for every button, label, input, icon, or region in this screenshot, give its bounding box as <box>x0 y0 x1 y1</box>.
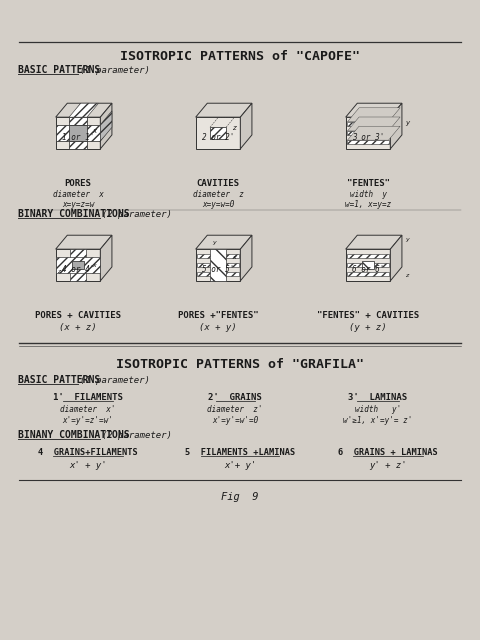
Polygon shape <box>240 236 252 281</box>
Text: z: z <box>58 269 60 274</box>
Text: diameter  x: diameter x <box>53 189 103 198</box>
Text: 5 or 5': 5 or 5' <box>202 264 234 273</box>
Text: z: z <box>232 125 236 131</box>
Polygon shape <box>56 103 112 117</box>
Text: ISOTROPIC PATTERNS of "GRAFILA": ISOTROPIC PATTERNS of "GRAFILA" <box>116 358 364 371</box>
Text: ISOTROPIC PATTERNS of "CAPOFE": ISOTROPIC PATTERNS of "CAPOFE" <box>120 49 360 63</box>
Polygon shape <box>69 117 87 149</box>
Text: (y + z): (y + z) <box>349 323 387 332</box>
Text: 6  GRAINS + LAMINAS: 6 GRAINS + LAMINAS <box>338 447 438 456</box>
Polygon shape <box>69 125 87 141</box>
Text: w'≥1, x'=y'= z': w'≥1, x'=y'= z' <box>343 415 413 424</box>
Bar <box>197 272 239 276</box>
Text: PORES: PORES <box>65 179 91 188</box>
Polygon shape <box>346 117 390 149</box>
Text: y: y <box>405 120 409 126</box>
Text: BINANY COMBINATIONS: BINANY COMBINATIONS <box>18 430 130 440</box>
Text: PORES + CAVITIES: PORES + CAVITIES <box>35 310 121 319</box>
Text: CAVITIES: CAVITIES <box>196 179 240 188</box>
Polygon shape <box>346 236 402 249</box>
Bar <box>197 263 239 267</box>
Polygon shape <box>56 125 100 141</box>
Polygon shape <box>70 249 86 281</box>
Bar <box>348 263 388 267</box>
Bar <box>348 131 388 135</box>
Polygon shape <box>348 108 400 122</box>
Bar <box>210 127 226 139</box>
Text: (1 parameter): (1 parameter) <box>80 65 150 74</box>
Text: width   y': width y' <box>355 404 401 413</box>
Text: x=y=w=0: x=y=w=0 <box>202 200 234 209</box>
Text: 2 or 2': 2 or 2' <box>202 132 234 141</box>
Text: x'=y'=w'=0: x'=y'=w'=0 <box>212 415 258 424</box>
Text: "FENTES" + CAVITIES: "FENTES" + CAVITIES <box>317 310 419 319</box>
Polygon shape <box>100 111 112 141</box>
Text: 5  FILAMENTS +LAMINAS: 5 FILAMENTS +LAMINAS <box>185 447 295 456</box>
Text: "FENTES": "FENTES" <box>347 179 389 188</box>
Polygon shape <box>390 103 402 149</box>
Polygon shape <box>240 103 252 149</box>
Bar <box>348 140 388 144</box>
Polygon shape <box>196 249 240 281</box>
Polygon shape <box>196 236 252 249</box>
Bar <box>72 260 84 269</box>
Text: 3 or 3': 3 or 3' <box>352 132 384 141</box>
Polygon shape <box>56 236 112 249</box>
Text: (x + y): (x + y) <box>199 323 237 332</box>
Bar <box>348 272 388 276</box>
Polygon shape <box>390 236 402 281</box>
Text: width  y: width y <box>349 189 386 198</box>
Text: (1 parameter): (1 parameter) <box>80 376 150 385</box>
Polygon shape <box>210 249 226 281</box>
Text: x: x <box>232 255 236 260</box>
Text: y' + z': y' + z' <box>369 461 407 470</box>
Text: x'+ y': x'+ y' <box>224 461 256 470</box>
Text: x' + y': x' + y' <box>69 461 107 470</box>
Polygon shape <box>56 249 100 281</box>
Polygon shape <box>69 103 98 117</box>
Text: x=y=z=w: x=y=z=w <box>62 200 94 209</box>
Text: 1'  FILAMENTS: 1' FILAMENTS <box>53 392 123 401</box>
Text: PORES +"FENTES": PORES +"FENTES" <box>178 310 258 319</box>
Bar <box>348 253 388 258</box>
Text: x'=y'=z'=w': x'=y'=z'=w' <box>62 415 113 424</box>
Bar <box>362 260 374 269</box>
Text: x: x <box>92 128 96 134</box>
Text: 1 or 1': 1 or 1' <box>62 132 94 141</box>
Polygon shape <box>348 126 400 140</box>
Text: 4  GRAINS+FILAMENTS: 4 GRAINS+FILAMENTS <box>38 447 138 456</box>
Polygon shape <box>100 236 112 281</box>
Text: x: x <box>92 262 96 268</box>
Text: 3'  LAMINAS: 3' LAMINAS <box>348 392 408 401</box>
Text: (2 parameter): (2 parameter) <box>102 431 171 440</box>
Text: BASIC PATTERNS: BASIC PATTERNS <box>18 375 100 385</box>
Text: z: z <box>405 273 408 278</box>
Text: diameter  z: diameter z <box>192 189 243 198</box>
Text: 4 or 4': 4 or 4' <box>62 264 94 273</box>
Bar <box>197 253 239 258</box>
Polygon shape <box>100 103 112 149</box>
Text: 2'  GRAINS: 2' GRAINS <box>208 392 262 401</box>
Polygon shape <box>196 103 252 117</box>
Text: y: y <box>405 237 408 243</box>
Polygon shape <box>196 117 240 149</box>
Text: diameter  x': diameter x' <box>60 404 116 413</box>
Text: Fig  9: Fig 9 <box>221 492 259 502</box>
Polygon shape <box>346 103 402 117</box>
Text: diameter  z': diameter z' <box>207 404 263 413</box>
Bar <box>348 122 388 126</box>
Text: 6 or 6': 6 or 6' <box>352 264 384 273</box>
Polygon shape <box>346 249 390 281</box>
Polygon shape <box>56 117 100 149</box>
Polygon shape <box>348 117 400 131</box>
Text: (x + z): (x + z) <box>59 323 97 332</box>
Text: (2 parameter): (2 parameter) <box>102 209 171 218</box>
Text: w=1, x=y=z: w=1, x=y=z <box>345 200 391 209</box>
Polygon shape <box>56 257 100 273</box>
Text: BINARY COMBINATIONS: BINARY COMBINATIONS <box>18 209 130 219</box>
Text: y: y <box>212 239 216 244</box>
Text: BASIC PATTERNS: BASIC PATTERNS <box>18 65 100 75</box>
